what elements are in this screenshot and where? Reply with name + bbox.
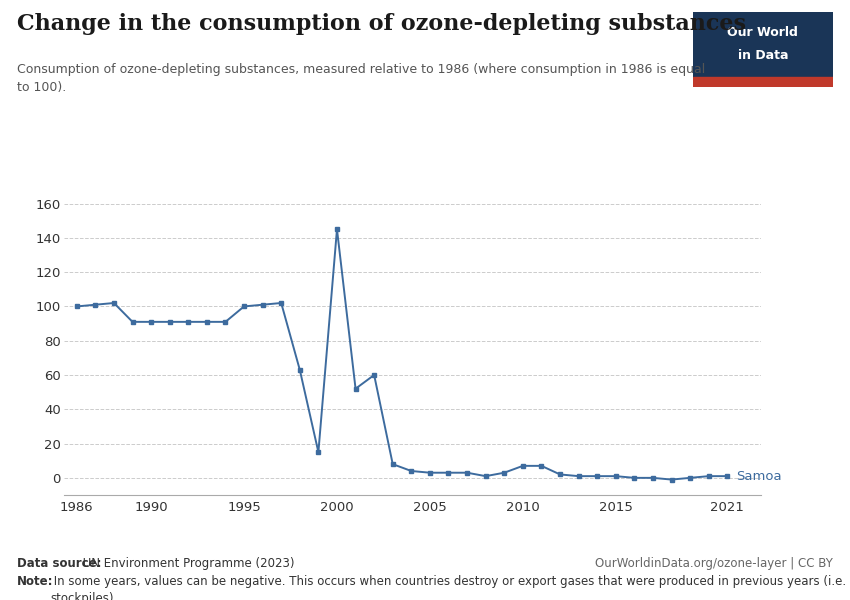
Text: Change in the consumption of ozone-depleting substances: Change in the consumption of ozone-deple…: [17, 13, 746, 35]
Text: in Data: in Data: [738, 49, 788, 62]
Text: Consumption of ozone-depleting substances, measured relative to 1986 (where cons: Consumption of ozone-depleting substance…: [17, 63, 706, 94]
Text: OurWorldinData.org/ozone-layer | CC BY: OurWorldinData.org/ozone-layer | CC BY: [595, 557, 833, 570]
Text: Data source:: Data source:: [17, 557, 101, 570]
Text: Samoa: Samoa: [737, 470, 782, 482]
Text: In some years, values can be negative. This occurs when countries destroy or exp: In some years, values can be negative. T…: [50, 575, 847, 600]
Bar: [693, 77, 833, 87]
Text: UN Environment Programme (2023): UN Environment Programme (2023): [79, 557, 295, 570]
Text: Note:: Note:: [17, 575, 54, 588]
Text: Our World: Our World: [728, 26, 798, 40]
